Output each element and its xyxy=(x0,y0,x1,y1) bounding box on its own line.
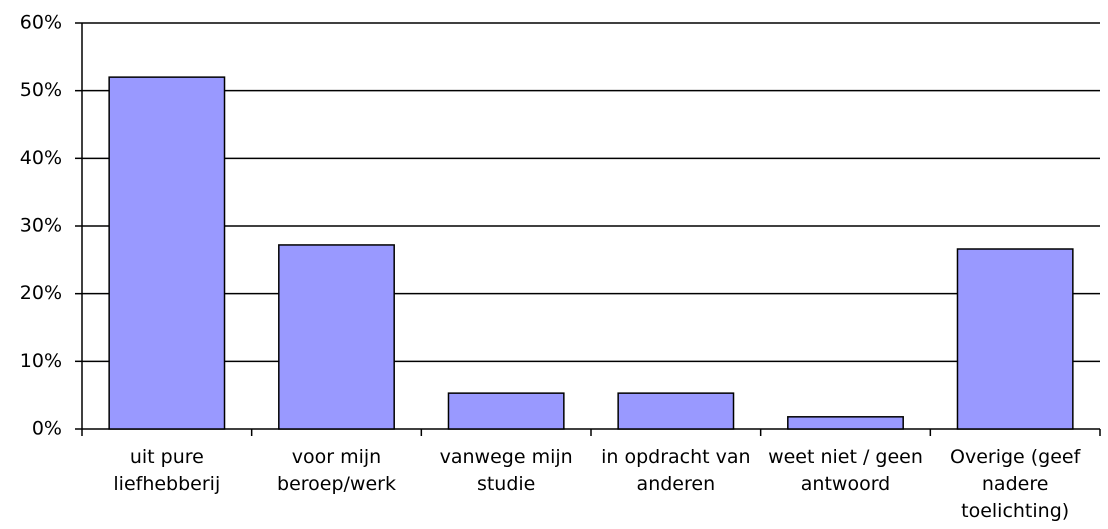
x-tick-label: in opdracht van anderen xyxy=(601,446,751,495)
x-tick-label: Overige (geef nadere toelichting) xyxy=(950,446,1081,522)
y-tick-label: 30% xyxy=(20,215,62,237)
bar xyxy=(108,76,226,430)
x-tick-label: voor mijn beroep/werk xyxy=(277,446,396,495)
bar xyxy=(956,248,1074,430)
bar xyxy=(447,392,565,430)
bar xyxy=(787,416,904,430)
y-tick-label: 10% xyxy=(20,350,62,372)
x-tick-label: vanwege mijn studie xyxy=(439,446,573,495)
y-tick-label: 60% xyxy=(20,12,62,34)
y-tick-label: 50% xyxy=(20,79,62,101)
y-tick-label: 0% xyxy=(32,418,62,440)
bar xyxy=(278,244,395,430)
x-tick-label: weet niet / geen antwoord xyxy=(768,446,923,495)
bar xyxy=(617,392,735,430)
y-tick-label: 40% xyxy=(20,147,62,169)
x-tick-label: uit pure liefhebberij xyxy=(113,446,221,495)
y-tick-label: 20% xyxy=(20,282,62,304)
